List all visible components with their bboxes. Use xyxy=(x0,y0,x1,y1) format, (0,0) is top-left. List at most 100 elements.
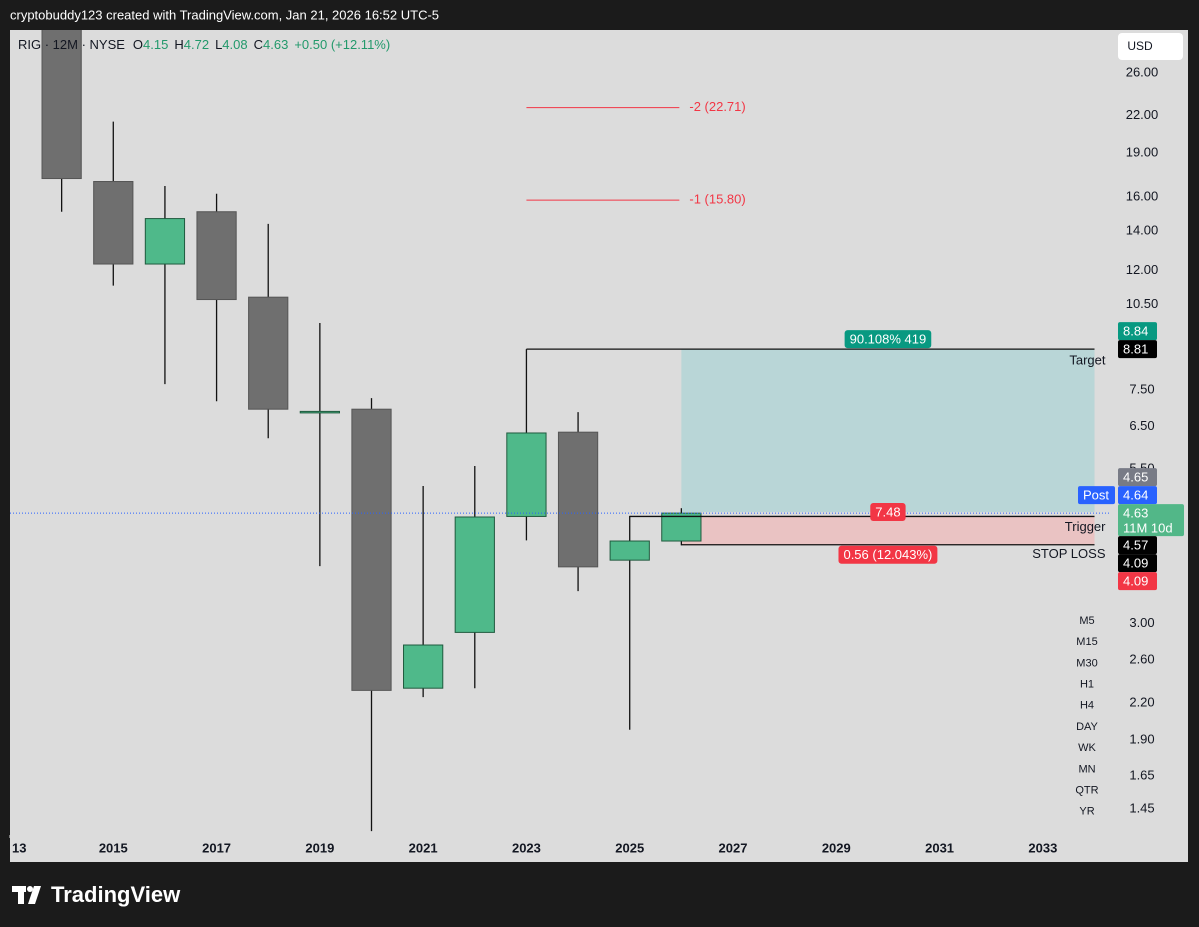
axis-badge xyxy=(1118,536,1157,555)
timeframe[interactable]: M5 xyxy=(1079,615,1094,627)
stop-text: 0.56 (12.043%) xyxy=(843,547,932,562)
axis-badge xyxy=(1118,322,1157,341)
target-text-bg xyxy=(844,330,932,349)
x-tick-label: 2017 xyxy=(202,840,231,855)
legend: RIG · 12M · NYSE O4.15 H4.72 L4.08 C4.63 +0.5… xyxy=(18,37,390,52)
ohlc-value: 4.72 xyxy=(184,37,209,52)
y-tick-label: 1.45 xyxy=(1129,801,1154,816)
ratio-bg xyxy=(870,503,906,522)
timeframe[interactable]: QTR xyxy=(1075,785,1098,797)
logo-slant xyxy=(28,886,41,904)
candle-body xyxy=(403,644,444,689)
ohlc-label: O xyxy=(133,37,143,52)
candle-body xyxy=(144,218,186,265)
axis-badge-label: 4.09 xyxy=(1123,574,1148,589)
stop-label: STOP LOSS xyxy=(1032,546,1106,561)
y-tick-label: 2.20 xyxy=(1129,694,1154,709)
axis-badge xyxy=(1118,486,1157,505)
axis-badge xyxy=(1118,572,1157,591)
ohlc-value: 4.63 xyxy=(263,37,288,52)
axis-badge-label: 4.64 xyxy=(1123,488,1148,503)
y-tick-label: 7.50 xyxy=(1129,382,1154,397)
x-tick-label: 2021 xyxy=(409,840,438,855)
ohlc-value: 4.15 xyxy=(143,37,168,52)
ohlc-label: L xyxy=(215,37,222,52)
x-tick-label: 2029 xyxy=(822,840,851,855)
axis-badge-label: 4.63 xyxy=(1123,506,1148,521)
axis-tag-bg xyxy=(1078,486,1115,505)
logo-dot xyxy=(27,886,33,892)
target-label: Target xyxy=(1069,353,1106,368)
candle-body xyxy=(299,410,340,414)
stop-zone xyxy=(681,516,1095,545)
x-tick-label: 2019 xyxy=(305,840,334,855)
currency-button[interactable] xyxy=(1118,33,1183,60)
timeframe[interactable]: H1 xyxy=(1080,679,1094,691)
candle-body xyxy=(248,296,289,410)
fib-label: -2 (22.71) xyxy=(689,99,745,114)
candle-body xyxy=(196,211,237,301)
timeframe[interactable]: MN xyxy=(1078,763,1095,775)
timeframe[interactable]: M15 xyxy=(1076,636,1097,648)
x-tick-label: 2023 xyxy=(512,840,541,855)
stop-text-bg xyxy=(838,545,938,564)
y-tick-label: 2.60 xyxy=(1129,652,1154,667)
trigger-label: Trigger xyxy=(1065,519,1106,534)
symbol: RIG · 12M · NYSE xyxy=(18,37,125,52)
candle-body xyxy=(454,516,495,633)
y-tick-label: 1.90 xyxy=(1129,732,1154,747)
y-tick-label: 26.00 xyxy=(1126,65,1159,80)
brand: TradingView xyxy=(51,882,181,907)
y-tick-label: 10.50 xyxy=(1126,296,1159,311)
candle-body xyxy=(557,431,599,568)
axis-badge xyxy=(1118,340,1157,359)
timeframe[interactable]: DAY xyxy=(1076,721,1098,733)
candle-body xyxy=(351,408,392,691)
axis-tag: Post xyxy=(1083,488,1109,503)
axis-badge xyxy=(1118,554,1157,573)
plot-area: -2 (22.71) -1 (15.80) xyxy=(10,30,1110,832)
timeframe[interactable]: YR xyxy=(1079,806,1094,818)
axis-badge xyxy=(1118,468,1157,487)
timeframe[interactable]: M30 xyxy=(1076,657,1097,669)
axis-badge-sub: 11M 10d xyxy=(1123,521,1173,536)
logo-stem xyxy=(18,886,24,904)
ohlc-label: H xyxy=(174,37,183,52)
ohlc-label: C xyxy=(254,37,263,52)
y-tick-label: 16.00 xyxy=(1126,188,1159,203)
x-tick-label: 13 xyxy=(12,840,26,855)
ratio: 7.48 xyxy=(875,504,900,519)
header-text: cryptobuddy123 created with TradingView.… xyxy=(10,7,439,22)
x-tick-label: 2025 xyxy=(615,840,644,855)
x-tick-label: 2031 xyxy=(925,840,954,855)
ohlc-value: 4.08 xyxy=(222,37,247,52)
timeframe[interactable]: H4 xyxy=(1080,700,1094,712)
y-tick-label: 3.00 xyxy=(1129,615,1154,630)
axis-badge xyxy=(1118,504,1184,537)
currency-label[interactable]: USD xyxy=(1127,39,1153,53)
axis-badge-label: 4.09 xyxy=(1123,556,1148,571)
candle-body xyxy=(41,30,82,180)
candle-body xyxy=(661,512,702,542)
axis-badge-label: 8.81 xyxy=(1123,342,1148,357)
y-tick-label: 6.50 xyxy=(1129,418,1154,433)
candle-body xyxy=(506,432,547,517)
candle-body xyxy=(609,540,650,561)
y-tick-label: 1.65 xyxy=(1129,768,1154,783)
candle-body xyxy=(93,181,134,265)
change: +0.50 (+12.11%) xyxy=(294,37,390,52)
axis-badge-label: 4.57 xyxy=(1123,538,1148,553)
fib-label: -1 (15.80) xyxy=(689,192,745,207)
y-tick-label: 12.00 xyxy=(1126,262,1159,277)
timeframe[interactable]: WK xyxy=(1078,742,1096,754)
x-tick-label: 2033 xyxy=(1028,840,1057,855)
overlay: 90.108% 419 7.48 0.56 (12.043%) Target Trigg… xyxy=(838,330,1106,564)
y-tick-label: 22.00 xyxy=(1126,107,1159,122)
axis-badge-label: 8.84 xyxy=(1123,324,1148,339)
target-text: 90.108% 419 xyxy=(850,332,927,347)
y-tick-label: 19.00 xyxy=(1126,145,1159,160)
x-tick-label: 2027 xyxy=(719,840,748,855)
logo xyxy=(12,886,41,904)
